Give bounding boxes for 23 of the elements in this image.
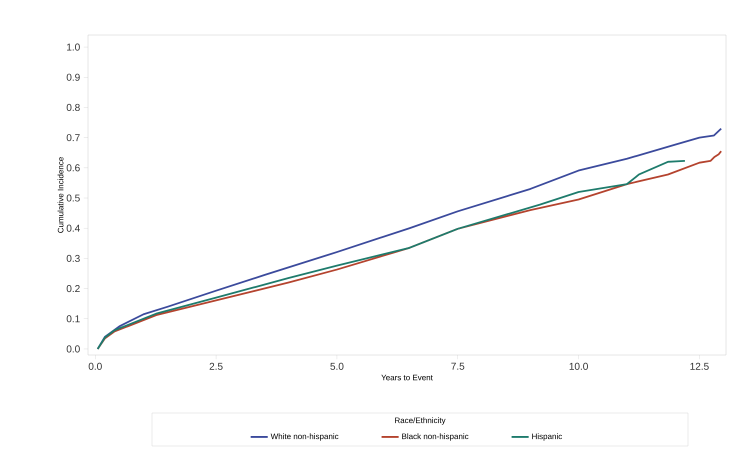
y-tick-label: 0.1	[66, 315, 80, 322]
x-axis-title: Years to Event	[381, 374, 433, 380]
y-tick-label: 1.0	[67, 44, 80, 51]
y-tick-label: 0.5	[66, 194, 80, 202]
legend-title: Race/Ethnicity	[395, 417, 446, 425]
x-tick-label: 10.0	[570, 362, 588, 370]
legend-label: White non-hispanic	[270, 433, 338, 441]
legend-label: Hispanic	[532, 433, 562, 441]
x-tick-label: 7.5	[451, 362, 464, 370]
y-axis-title: Cumulative Incidence	[58, 157, 64, 233]
x-tick-label: 2.5	[210, 362, 223, 370]
y-tick-label: 0.8	[66, 104, 80, 111]
x-tick-label: 12.5	[690, 362, 709, 370]
y-tick-label: 0.4	[66, 224, 80, 232]
y-tick-label: 0.7	[66, 134, 80, 142]
y-tick-label: 0.9	[66, 74, 80, 81]
y-tick-label: 0.0	[66, 345, 80, 352]
y-tick-label: 0.6	[66, 164, 80, 172]
y-tick-label: 0.2	[66, 285, 80, 292]
x-tick-label: 5.0	[330, 362, 344, 370]
legend-label: Black non-hispanic	[402, 433, 468, 441]
y-tick-label: 0.3	[66, 254, 80, 262]
x-tick-label: 0.0	[88, 362, 102, 370]
